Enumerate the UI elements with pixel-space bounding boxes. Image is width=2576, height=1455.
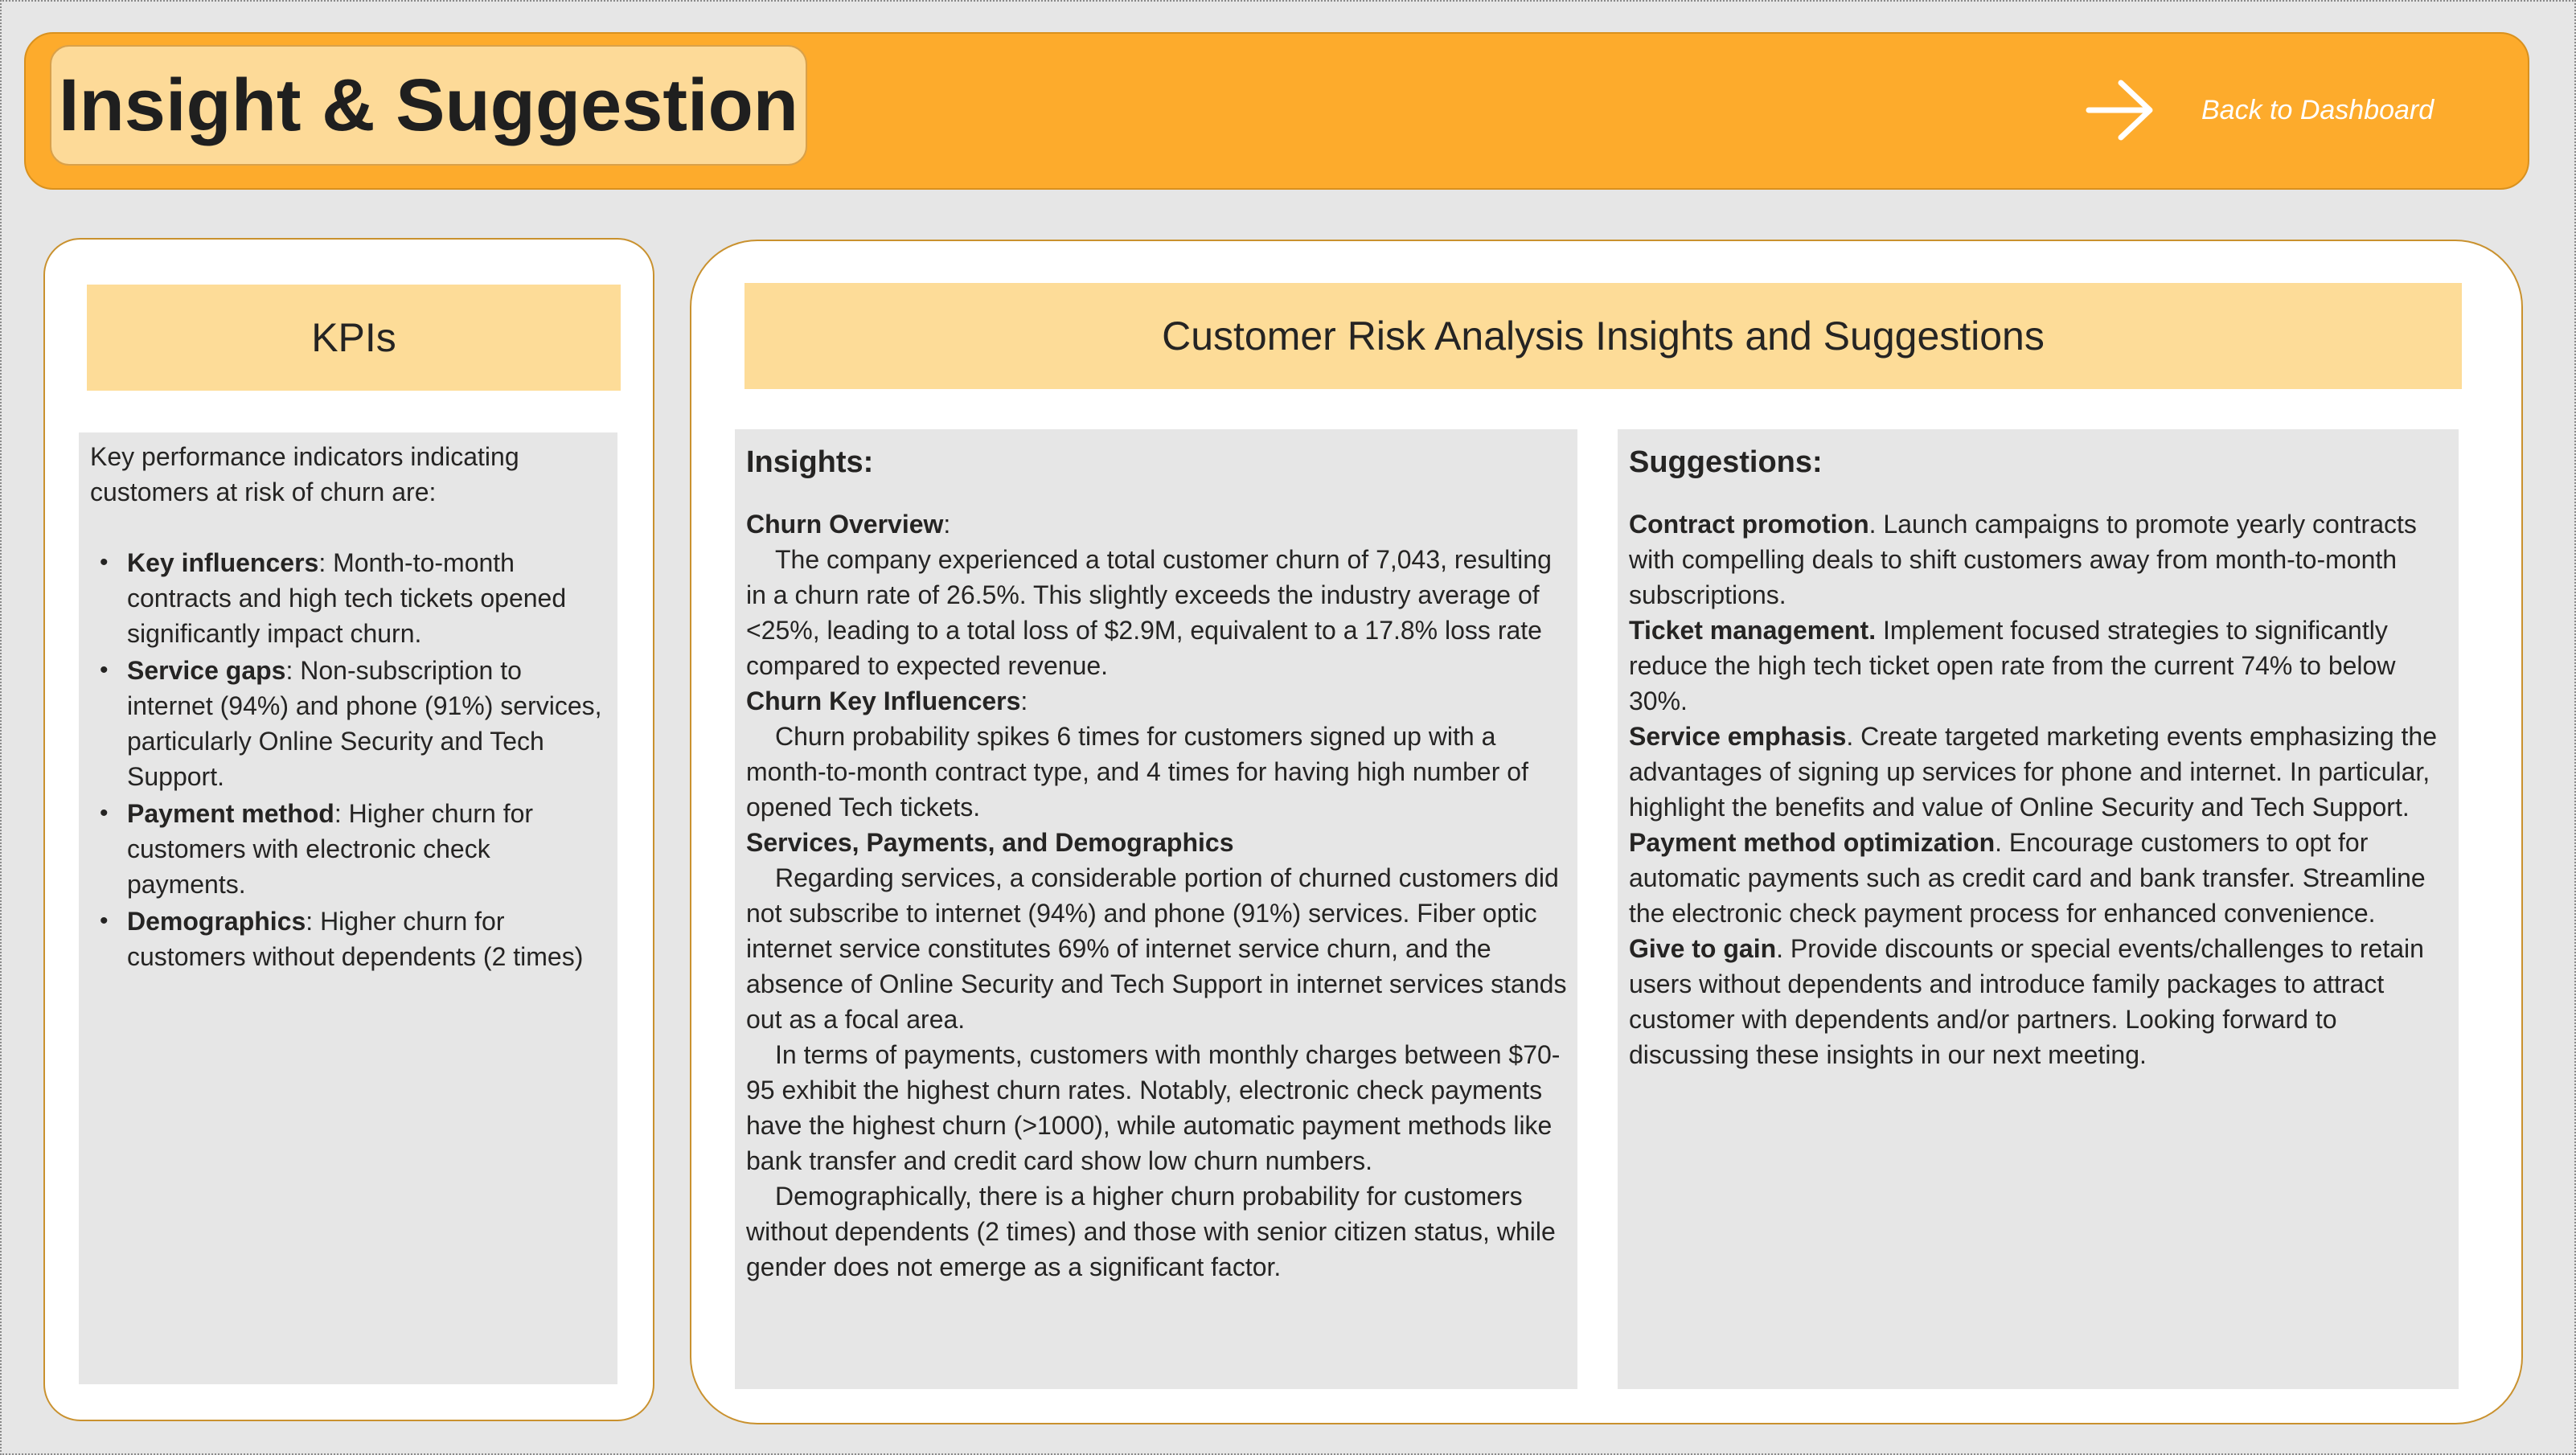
- payments-text: In terms of payments, customers with mon…: [746, 1040, 1561, 1175]
- suggestion-term: Ticket management.: [1629, 616, 1877, 645]
- demographics-text: Demographically, there is a higher churn…: [746, 1182, 1556, 1281]
- suggestions-heading: Suggestions:: [1629, 445, 1823, 479]
- suggestion-text: . Encourage customers to opt for automat…: [1629, 828, 2426, 928]
- services-text: Regarding services, a considerable porti…: [746, 863, 1567, 1034]
- key-influencers-colon: :: [1020, 687, 1028, 715]
- suggestion-item: Contract promotion. Launch campaigns to …: [1629, 506, 2452, 613]
- kpi-item-text: : Higher churn for customers without dep…: [127, 907, 584, 971]
- key-influencers-term: Churn Key Influencers: [746, 687, 1021, 715]
- kpi-item: Key influencers: Month-to-month contract…: [100, 545, 609, 651]
- suggestion-item: Ticket management. Implement focused str…: [1629, 613, 2452, 719]
- suggestion-text: . Create targeted marketing events empha…: [1629, 722, 2438, 822]
- suggestions-panel: Suggestions: Contract promotion. Launch …: [1618, 429, 2459, 1389]
- kpi-panel: Key performance indicators indicating cu…: [79, 432, 617, 1384]
- churn-overview-term: Churn Overview: [746, 510, 944, 539]
- kpi-item: Service gaps: Non-subscription to intern…: [100, 653, 609, 794]
- churn-overview-colon: :: [943, 510, 951, 539]
- page-title: Insight & Suggestion: [59, 64, 798, 146]
- suggestion-term: Give to gain: [1629, 934, 1777, 963]
- suggestion-text: . Launch campaigns to promote yearly con…: [1629, 510, 2417, 609]
- suggestion-term: Contract promotion: [1629, 510, 1869, 539]
- kpi-intro: Key performance indicators indicating cu…: [90, 442, 519, 506]
- page-title-box: Insight & Suggestion: [50, 45, 807, 166]
- kpi-card: KPIs Key performance indicators indicati…: [43, 238, 654, 1421]
- suggestion-text: Implement focused strategies to signific…: [1629, 616, 2396, 715]
- back-to-dashboard-button[interactable]: Back to Dashboard: [2084, 80, 2470, 141]
- analysis-card: Customer Risk Analysis Insights and Sugg…: [690, 240, 2523, 1424]
- suggestion-term: Payment method optimization: [1629, 828, 1996, 857]
- kpi-item-text: : Non-subscription to internet (94%) and…: [127, 656, 602, 791]
- analysis-card-title: Customer Risk Analysis Insights and Sugg…: [744, 283, 2462, 389]
- kpi-item: Payment method: Higher churn for custome…: [100, 796, 609, 902]
- insights-heading: Insights:: [746, 445, 874, 479]
- suggestion-term: Service emphasis: [1629, 722, 1847, 751]
- back-to-dashboard-label[interactable]: Back to Dashboard: [2201, 94, 2434, 125]
- key-influencers-text: Churn probability spikes 6 times for cus…: [746, 722, 1528, 822]
- kpi-item-term: Demographics: [127, 907, 306, 936]
- kpi-item-term: Payment method: [127, 799, 334, 828]
- kpi-item-term: Key influencers: [127, 548, 319, 577]
- kpi-item-text: : Higher churn for customers with electr…: [127, 799, 534, 899]
- churn-overview-text: The company experienced a total customer…: [746, 545, 1552, 680]
- header-banner: Insight & Suggestion Back to Dashboard: [24, 32, 2529, 190]
- kpi-item-term: Service gaps: [127, 656, 286, 685]
- services-heading: Services, Payments, and Demographics: [746, 828, 1234, 857]
- kpi-card-title: KPIs: [87, 285, 621, 391]
- suggestion-text: . Provide discounts or special events/ch…: [1629, 934, 2424, 1069]
- kpi-item-text: : Month-to-month contracts and high tech…: [127, 548, 567, 648]
- kpi-item: Demographics: Higher churn for customers…: [100, 904, 609, 974]
- suggestion-item: Give to gain. Provide discounts or speci…: [1629, 931, 2452, 1072]
- churn-overview-heading: Churn Overview:: [746, 506, 1568, 542]
- key-influencers-heading: Churn Key Influencers:: [746, 683, 1568, 719]
- kpi-list: Key influencers: Month-to-month contract…: [90, 545, 609, 974]
- arrow-right-icon[interactable]: [2084, 78, 2158, 142]
- suggestion-item: Service emphasis. Create targeted market…: [1629, 719, 2452, 825]
- suggestion-item: Payment method optimization. Encourage c…: [1629, 825, 2452, 931]
- insights-panel: Insights: Churn Overview: The company ex…: [735, 429, 1577, 1389]
